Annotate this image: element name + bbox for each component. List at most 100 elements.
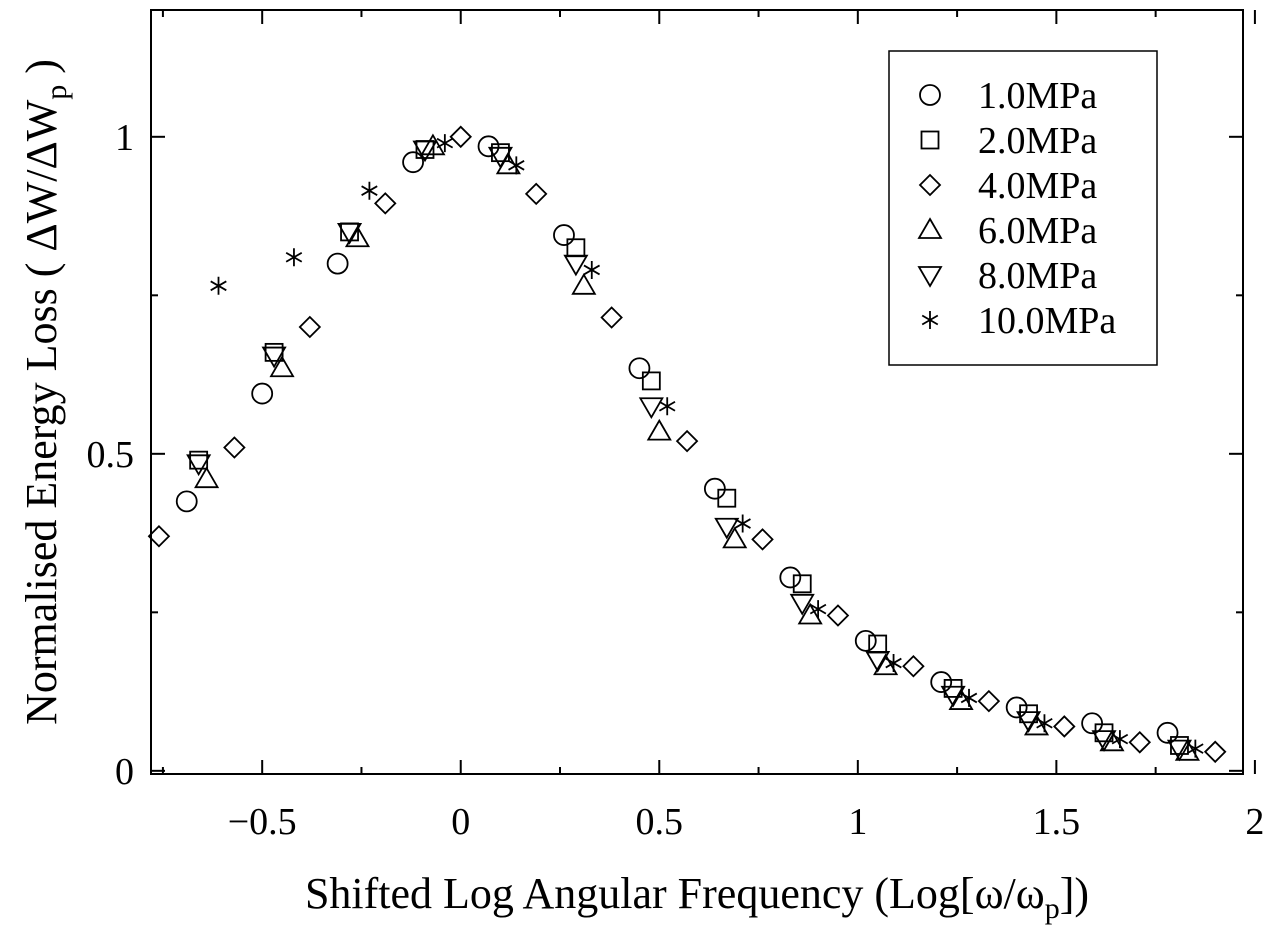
legend-entry: 10.0MPa	[921, 300, 1116, 342]
legend-marker	[920, 130, 940, 150]
legend-label: 10.0MPa	[978, 300, 1116, 342]
data-point	[261, 346, 287, 369]
data-point	[285, 248, 303, 267]
data-point	[449, 125, 473, 149]
data-point	[344, 225, 371, 248]
x-tick-label: 1.5	[1033, 801, 1081, 843]
data-point	[508, 156, 525, 175]
data-point	[943, 679, 963, 698]
data-point	[269, 355, 295, 378]
data-point	[1081, 712, 1104, 735]
data-point	[361, 181, 378, 200]
data-point	[553, 224, 575, 246]
x-axis-label-subscript: p	[1045, 892, 1060, 925]
legend-entry: 8.0MPa	[917, 255, 1097, 297]
data-point	[264, 342, 284, 362]
data-point	[194, 466, 220, 489]
x-axis-label: Shifted Log Angular Frequency (Log[ω/ωp]…	[305, 869, 1089, 925]
legend-label: 8.0MPa	[978, 255, 1097, 297]
data-point	[1156, 721, 1179, 744]
axis-ticks: −0.5 0 0.5 1 1.5 2 0 0.5 1	[87, 10, 1264, 843]
data-point	[186, 454, 212, 477]
legend-label: 2.0MPa	[978, 120, 1097, 162]
legend-entry: 1.0MPa	[919, 75, 1097, 117]
data-point	[809, 600, 827, 619]
legend-marker	[918, 173, 942, 197]
data-point	[1005, 696, 1028, 719]
data-point	[412, 140, 438, 163]
y-axis-label: Normalised Energy Loss ( ΔW/ΔWp )	[17, 59, 73, 725]
series-8.0MPa	[186, 140, 1193, 762]
y-tick-label: 1	[115, 117, 134, 159]
data-point	[1187, 739, 1204, 758]
data-point	[675, 429, 699, 453]
data-point	[703, 477, 726, 500]
data-point	[658, 397, 676, 416]
legend-entry: 6.0MPa	[917, 210, 1097, 252]
series-4.0MPa	[147, 125, 1227, 764]
data-point	[1016, 711, 1042, 733]
data-point	[797, 602, 823, 625]
legend-label: 4.0MPa	[978, 165, 1097, 207]
data-point	[751, 528, 774, 551]
data-point	[1036, 714, 1053, 733]
data-point	[251, 382, 274, 405]
data-point	[1128, 731, 1152, 754]
y-tick-label: 0	[115, 751, 134, 793]
data-point	[779, 566, 802, 589]
data-point	[189, 450, 209, 470]
data-point	[477, 135, 500, 158]
data-point	[717, 488, 737, 508]
data-point	[940, 685, 966, 708]
data-point	[402, 151, 424, 174]
legend-marker	[921, 311, 939, 329]
data-point	[628, 357, 651, 380]
legend-entry: 2.0MPa	[920, 120, 1097, 162]
data-point	[210, 276, 227, 295]
data-point	[792, 574, 812, 594]
data-point	[638, 397, 664, 420]
series-1.0MPa	[175, 135, 1179, 744]
data-point	[734, 514, 751, 533]
y-axis-label-subscript: p	[40, 85, 73, 100]
legend-label: 1.0MPa	[978, 75, 1097, 117]
data-point	[641, 371, 661, 391]
data-point	[789, 593, 815, 616]
data-point	[646, 418, 672, 441]
data-point	[960, 688, 978, 707]
series-10.0MPa	[210, 134, 1204, 758]
data-point	[714, 517, 740, 540]
data-point	[563, 254, 589, 277]
data-point	[1166, 739, 1193, 762]
data-point	[854, 629, 877, 652]
data-point	[298, 315, 322, 339]
data-point	[436, 134, 454, 153]
data-point	[223, 436, 246, 459]
x-tick-label: 0.5	[636, 801, 684, 843]
plot-frame	[150, 9, 1244, 775]
data-point	[902, 654, 925, 678]
legend-marker	[917, 217, 943, 239]
data-points	[147, 125, 1227, 764]
legend-box	[888, 50, 1158, 366]
data-point	[977, 689, 1001, 713]
data-point	[1111, 730, 1129, 749]
legend-entry: 4.0MPa	[918, 165, 1097, 207]
data-point	[885, 654, 902, 673]
data-point	[1019, 704, 1038, 724]
data-point	[1203, 740, 1227, 764]
legend-label: 6.0MPa	[978, 210, 1097, 252]
legend-marker	[919, 84, 941, 106]
data-point	[1091, 730, 1117, 752]
x-tick-label: 2	[1245, 801, 1264, 843]
data-point	[524, 182, 548, 206]
data-point	[571, 273, 597, 295]
data-point	[600, 306, 623, 329]
data-point	[865, 650, 891, 673]
legend-marker	[917, 266, 943, 288]
y-tick-label: 0.5	[87, 434, 135, 476]
data-point	[583, 260, 601, 279]
